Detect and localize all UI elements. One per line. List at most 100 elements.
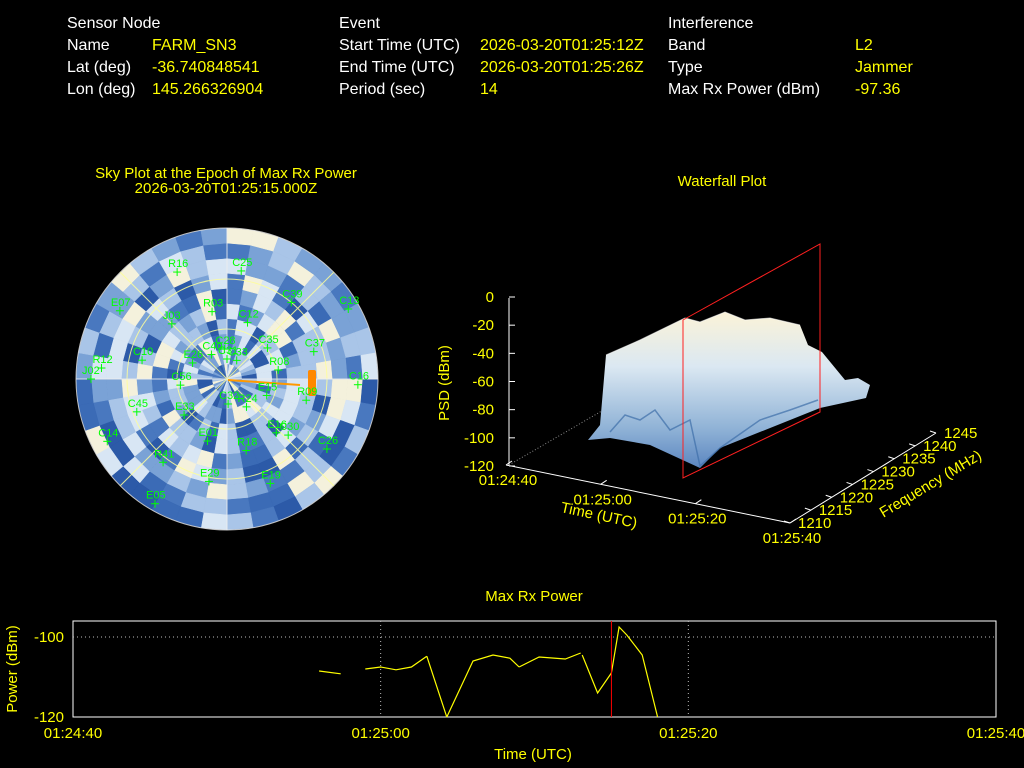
lat-value: -36.740848541 — [152, 59, 260, 76]
satellite-marker: R18 — [237, 436, 257, 455]
satellite-marker: R41 — [154, 448, 174, 467]
lon-label: Lon (deg) — [67, 81, 136, 98]
power-grid — [73, 621, 996, 717]
satellite-label: C31 — [218, 345, 238, 357]
satellite-marker: E26 — [184, 349, 204, 367]
power-line-segment — [426, 656, 448, 718]
end-label: End Time (UTC) — [339, 59, 455, 76]
satellite-marker: R24 — [238, 393, 258, 411]
satellite-marker: C35 — [258, 334, 279, 352]
sky-grid — [75, 227, 379, 531]
sensor-node-panel: Sensor Node Name FARM_SN3 Lat (deg) -36.74… — [67, 13, 263, 101]
satellite-label: C13 — [339, 295, 359, 307]
psd-tick-label: -100 — [464, 430, 494, 447]
satellite-marker: C16 — [349, 371, 369, 389]
power-x-tick-label: 01:25:40 — [967, 725, 1024, 742]
satellite-label: E26 — [184, 349, 204, 361]
satellite-label: E15 — [258, 381, 278, 393]
satellite-label: C35 — [258, 334, 278, 346]
satellite-marker: C56 — [171, 371, 192, 390]
satellite-label: C40 — [202, 341, 222, 353]
satellite-label: R24 — [238, 393, 258, 405]
power-line-segment — [581, 625, 659, 718]
power-plot-frame — [72, 620, 997, 718]
satellite-marker: C45 — [128, 398, 148, 416]
satellite-marker: C14 — [98, 427, 118, 446]
waterfall-title: Waterfall Plot — [677, 173, 767, 190]
satellite-label: E07 — [111, 297, 131, 309]
satellite-marker: R09 — [297, 386, 317, 405]
power-line-segment — [446, 654, 520, 718]
satellite-marker: E19 — [261, 469, 281, 488]
satellite-label: C33 — [228, 346, 248, 358]
sky-plot-title: Sky Plot at the Epoch of Max Rx Power — [95, 165, 357, 182]
band-label: Band — [668, 37, 706, 54]
max-power-label: Max Rx Power (dBm) — [668, 81, 821, 98]
frequency-tick-label: 1240 — [923, 438, 956, 455]
time-cursor-plane — [682, 243, 821, 479]
interference-heading: Interference — [668, 15, 754, 32]
band-value: L2 — [855, 37, 873, 54]
satellite-marker: C28 — [215, 335, 236, 354]
psd-axis-label: PSD (dBm) — [436, 345, 453, 421]
satellite-label: R08 — [269, 356, 289, 368]
satellite-label: R18 — [237, 436, 257, 448]
satellite-label: R16 — [168, 258, 188, 270]
satellite-label: E05 — [146, 490, 166, 502]
satellite-marker: R08 — [269, 356, 289, 374]
name-value: FARM_SN3 — [152, 37, 237, 54]
satellite-label: E16 — [267, 419, 287, 431]
lon-row: Lon (deg) 145.266326904 — [67, 79, 263, 101]
satellite-marker: C32 — [219, 390, 239, 408]
satellite-marker: E33 — [175, 401, 195, 419]
satellite-markers: C31 E16 R12 C35 E29 C40 R09 C14 C12 E19 E26 C37 E05 R… — [82, 257, 369, 508]
satellite-marker: E29 — [200, 467, 220, 486]
band-row: Band L2 — [668, 35, 913, 57]
satellite-marker: C26 — [318, 435, 338, 453]
satellite-marker: E15 — [258, 381, 278, 400]
psd-tick-label: -20 — [472, 317, 494, 334]
time-tick-label: 01:25:40 — [763, 530, 821, 547]
satellite-marker: R16 — [168, 258, 188, 277]
max-power-value: -97.36 — [855, 81, 901, 98]
satellite-marker: E16 — [267, 419, 287, 437]
satellite-marker: J02 — [82, 365, 100, 383]
satellite-label: R12 — [92, 354, 112, 366]
psd-tick-label: -40 — [472, 345, 494, 362]
time-tick-label: 01:25:20 — [668, 511, 726, 528]
sky-cell — [226, 512, 254, 530]
sky-cell — [360, 352, 378, 380]
frequency-tick-label: 1220 — [840, 489, 873, 506]
type-row: Type Jammer — [668, 57, 913, 79]
type-label: Type — [668, 59, 703, 76]
satellite-label: C30 — [279, 421, 299, 433]
time-tick-label: 01:25:00 — [573, 491, 631, 508]
satellite-marker: C25 — [232, 257, 252, 275]
power-series — [319, 625, 659, 718]
satellite-label: C32 — [219, 390, 239, 402]
satellite-marker: E01 — [198, 427, 218, 445]
satellite-label: R41 — [154, 448, 174, 460]
satellite-label: C12 — [239, 309, 259, 321]
psd-tick-label: -120 — [464, 458, 494, 475]
frequency-tick-label: 1215 — [819, 502, 852, 519]
period-value: 14 — [480, 81, 498, 98]
satellite-marker: E07 — [111, 297, 131, 315]
satellite-label: C28 — [215, 335, 235, 347]
power-y-axis-label: Power (dBm) — [4, 625, 21, 713]
satellite-marker: E05 — [146, 490, 166, 508]
satellite-marker: C39 — [282, 288, 302, 307]
frequency-tick-label: 1225 — [861, 476, 894, 493]
satellite-marker: R03 — [203, 298, 223, 316]
period-label: Period (sec) — [339, 81, 426, 98]
satellite-marker: C37 — [305, 338, 325, 356]
psd-tick-label: -60 — [472, 374, 494, 391]
name-row: Name FARM_SN3 — [67, 35, 263, 57]
satellite-marker: C40 — [202, 341, 223, 359]
power-x-tick-label: 01:25:20 — [659, 725, 717, 742]
end-row: End Time (UTC) 2026-03-20T01:25:26Z — [339, 57, 644, 79]
period-row: Period (sec) 14 — [339, 79, 644, 101]
